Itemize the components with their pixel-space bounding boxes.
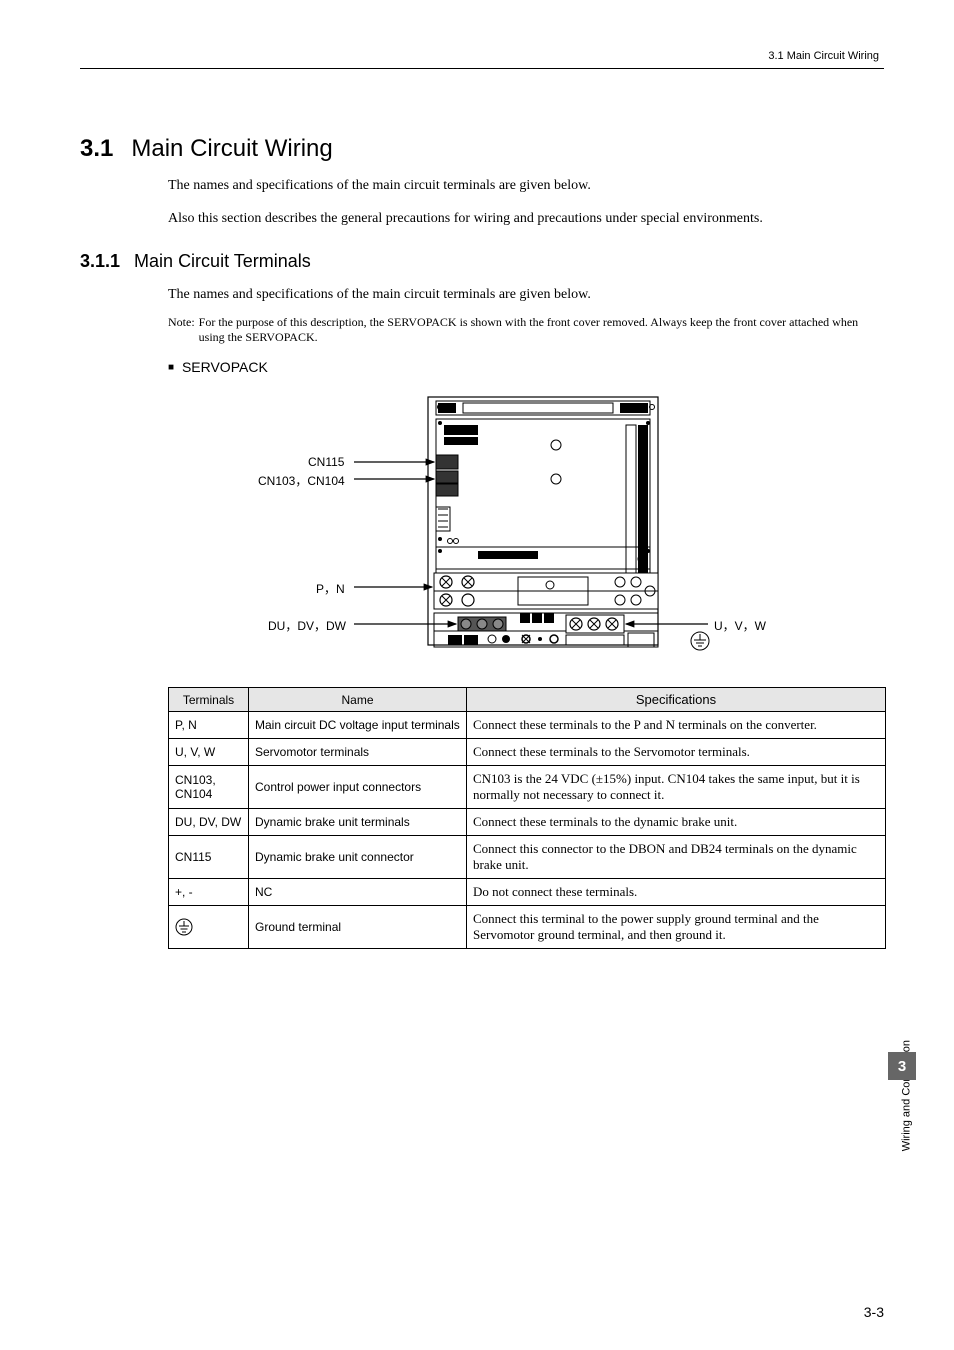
subsection-heading: 3.1.1 Main Circuit Terminals — [80, 251, 884, 272]
section-number: 3.1 — [80, 135, 113, 163]
cell-terminal: P, N — [169, 712, 249, 739]
label-cn103-cn104: CN103，CN104 — [258, 472, 345, 489]
cell-spec: Connect these terminals to the dynamic b… — [467, 809, 886, 836]
servopack-diagram: CN115 CN103，CN104 P，N DU，DV，DW U，V，W — [168, 387, 868, 677]
note-label: Note: — [168, 315, 195, 345]
subsection-para: The names and specifications of the main… — [168, 284, 884, 305]
cell-name: Dynamic brake unit connector — [249, 836, 467, 879]
cell-terminal: U, V, W — [169, 739, 249, 766]
header-rule — [80, 68, 884, 69]
servopack-label-text: SERVOPACK — [182, 359, 268, 375]
section-title: Main Circuit Wiring — [131, 135, 332, 163]
label-du-dv-dw: DU，DV，DW — [268, 617, 346, 634]
table-row: Ground terminalConnect this terminal to … — [169, 906, 886, 949]
cell-spec: Connect these terminals to the P and N t… — [467, 712, 886, 739]
cell-terminal — [169, 906, 249, 949]
terminals-table: Terminals Name Specifications P, NMain c… — [168, 687, 886, 949]
note-block: Note: For the purpose of this descriptio… — [168, 315, 884, 345]
cell-spec: Connect these terminals to the Servomoto… — [467, 739, 886, 766]
bullet-square-icon: ■ — [168, 362, 174, 373]
header-section-label: 3.1 Main Circuit Wiring — [768, 50, 879, 62]
label-p-n: P，N — [316, 580, 345, 597]
cell-terminal: CN115 — [169, 836, 249, 879]
note-text: For the purpose of this description, the… — [199, 315, 884, 345]
section-heading: 3.1 Main Circuit Wiring — [80, 135, 884, 163]
cell-spec: Do not connect these terminals. — [467, 879, 886, 906]
cell-name: Control power input connectors — [249, 766, 467, 809]
chapter-tab: 3 — [888, 1052, 916, 1080]
table-row: +, -NCDo not connect these terminals. — [169, 879, 886, 906]
cell-name: Dynamic brake unit terminals — [249, 809, 467, 836]
section-para-1: The names and specifications of the main… — [168, 175, 884, 196]
label-u-v-w: U，V，W — [714, 617, 766, 634]
table-row: U, V, WServomotor terminalsConnect these… — [169, 739, 886, 766]
cell-terminal: +, - — [169, 879, 249, 906]
cell-terminal: CN103, CN104 — [169, 766, 249, 809]
subsection-title: Main Circuit Terminals — [134, 251, 311, 272]
servopack-heading: ■ SERVOPACK — [168, 359, 884, 375]
cell-name: Main circuit DC voltage input terminals — [249, 712, 467, 739]
cell-spec: CN103 is the 24 VDC (±15%) input. CN104 … — [467, 766, 886, 809]
cell-name: NC — [249, 879, 467, 906]
page-number: 3-3 — [864, 1304, 884, 1320]
table-row: CN115Dynamic brake unit connectorConnect… — [169, 836, 886, 879]
cell-name: Servomotor terminals — [249, 739, 467, 766]
label-cn115: CN115 — [308, 455, 344, 469]
table-row: DU, DV, DWDynamic brake unit terminalsCo… — [169, 809, 886, 836]
th-terminals: Terminals — [169, 688, 249, 712]
table-header-row: Terminals Name Specifications — [169, 688, 886, 712]
th-spec: Specifications — [467, 688, 886, 712]
cell-name: Ground terminal — [249, 906, 467, 949]
cell-terminal: DU, DV, DW — [169, 809, 249, 836]
section-para-2: Also this section describes the general … — [168, 208, 884, 229]
subsection-number: 3.1.1 — [80, 251, 120, 272]
th-name: Name — [249, 688, 467, 712]
cell-spec: Connect this terminal to the power suppl… — [467, 906, 886, 949]
table-row: P, NMain circuit DC voltage input termin… — [169, 712, 886, 739]
table-row: CN103, CN104Control power input connecto… — [169, 766, 886, 809]
cell-spec: Connect this connector to the DBON and D… — [467, 836, 886, 879]
